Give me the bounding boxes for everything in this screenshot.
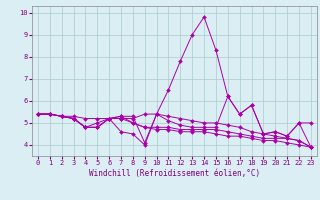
- X-axis label: Windchill (Refroidissement éolien,°C): Windchill (Refroidissement éolien,°C): [89, 169, 260, 178]
